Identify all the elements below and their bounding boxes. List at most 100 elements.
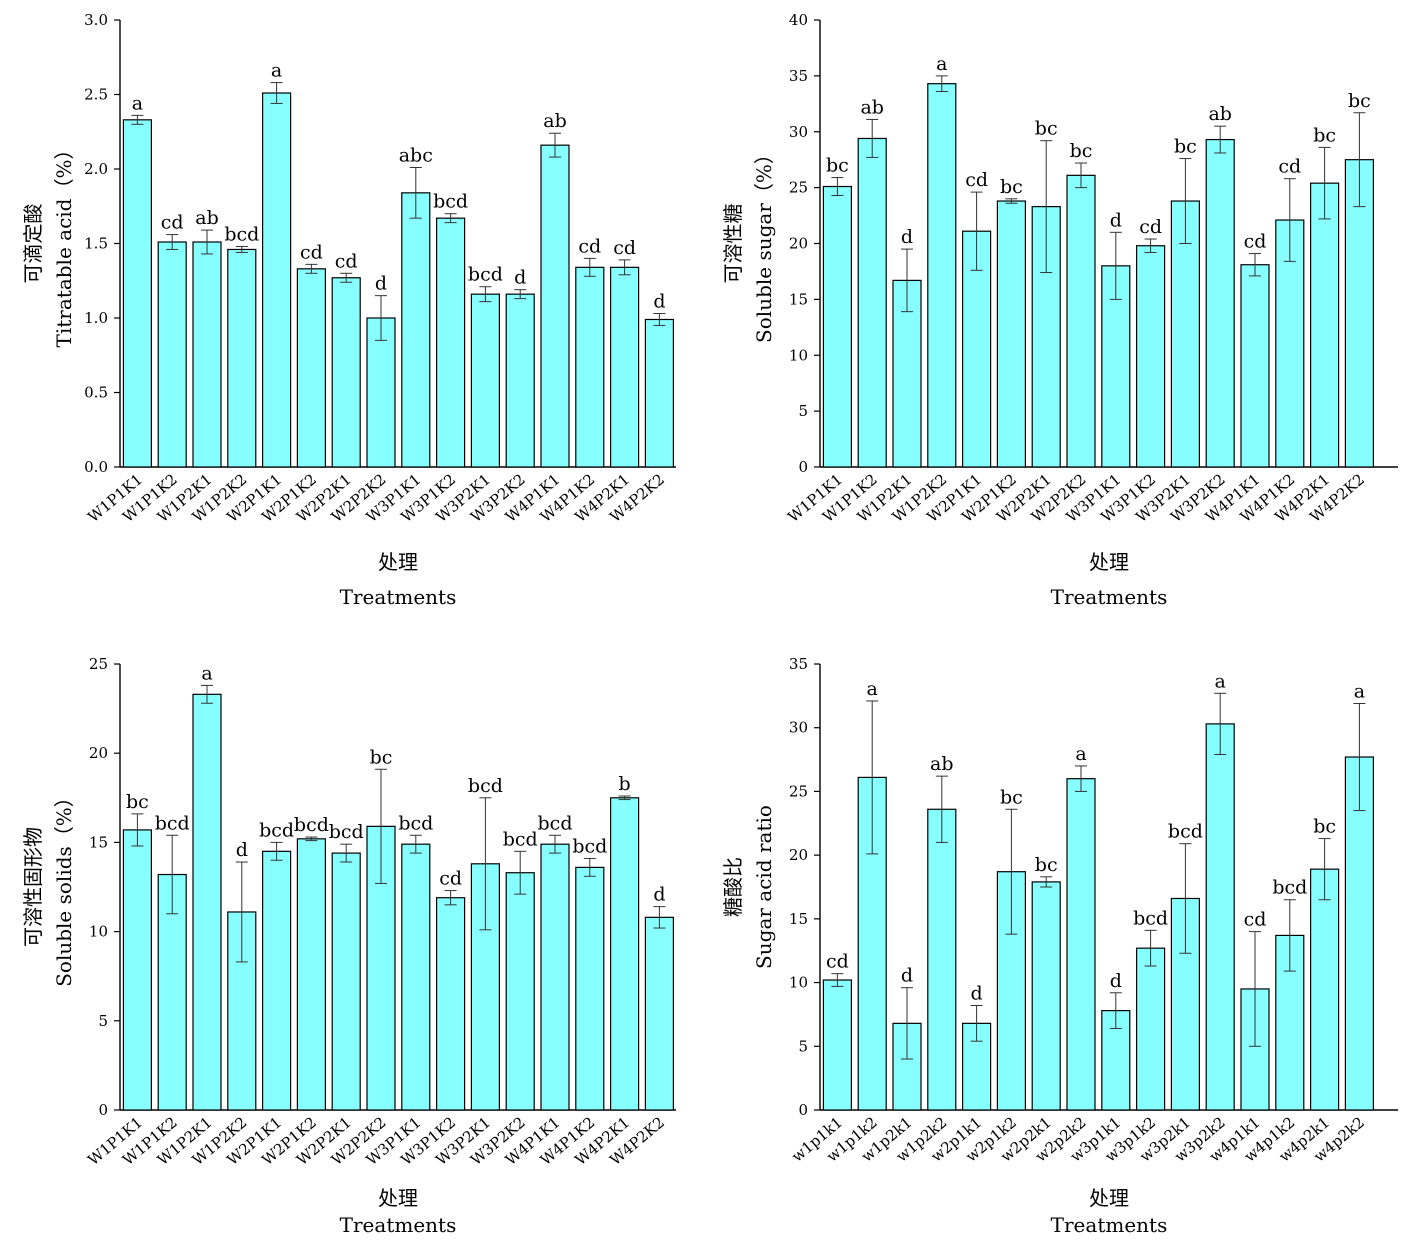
error-bar <box>1109 992 1122 1029</box>
y-axis-title-cn: 可溶性固形物 <box>21 827 45 947</box>
bar <box>1309 182 1340 468</box>
significance-letter: cd <box>578 235 601 257</box>
significance-letter: a <box>1354 681 1365 703</box>
y-axis-title-en: Sugar acid ratio <box>752 805 776 969</box>
error-bar <box>340 272 353 283</box>
bar <box>470 863 500 1111</box>
y-tick-label: 0.5 <box>84 384 108 402</box>
bar <box>1135 947 1166 1111</box>
error-bar <box>340 843 353 863</box>
x-axis-title-cn: 处理 <box>1089 1186 1129 1210</box>
error-bar <box>305 836 318 842</box>
significance-letter: a <box>867 678 878 700</box>
error-bar <box>444 213 457 224</box>
significance-letter: cd <box>1278 156 1301 178</box>
error-bar <box>831 177 844 196</box>
y-axis-title-en: Soluble sugar（%） <box>752 144 776 343</box>
error-bar <box>1283 178 1296 262</box>
bar <box>401 843 431 1111</box>
significance-letter: d <box>236 839 248 861</box>
y-tick-label: 35 <box>789 67 808 85</box>
error-bar <box>444 890 457 906</box>
significance-letter: bcd <box>433 191 468 213</box>
error-bar <box>653 906 666 929</box>
significance-letter: ab <box>543 110 567 132</box>
error-bar <box>166 834 179 915</box>
significance-letter: bcd <box>294 814 329 836</box>
significance-letter: d <box>1110 209 1122 231</box>
significance-letter: bcd <box>572 835 607 857</box>
error-bar <box>1318 838 1331 901</box>
y-tick-label: 15 <box>89 833 108 851</box>
bar <box>122 829 153 1111</box>
bar <box>436 217 466 468</box>
error-bar <box>409 834 422 854</box>
x-axis-title-cn: 处理 <box>1089 550 1129 574</box>
significance-letter: d <box>901 226 913 248</box>
error-bar <box>1249 931 1261 1047</box>
bar <box>331 852 361 1111</box>
chart-titratable-acid: 0.00.51.01.52.02.53.0aW1P1K1cdW1P1K2abW1… <box>21 11 676 609</box>
significance-letter: a <box>201 662 212 684</box>
significance-letter: bcd <box>468 264 503 286</box>
error-bar <box>479 286 492 303</box>
y-tick-label: 1.5 <box>84 235 108 253</box>
bar <box>401 192 431 468</box>
bar <box>644 318 675 468</box>
chart-soluble-solids: 0510152025bcW1P1K1bcdW1P1K2aW1P2K1dW1P2K… <box>21 655 676 1237</box>
error-bar <box>1179 843 1192 954</box>
bar <box>227 248 257 468</box>
error-bar <box>970 191 983 271</box>
y-tick-label: 40 <box>789 11 808 29</box>
bar <box>822 979 853 1111</box>
y-tick-label: 2.0 <box>84 160 108 178</box>
bar <box>540 144 570 468</box>
significance-letter: bc <box>1313 124 1336 146</box>
y-tick-label: 20 <box>89 744 108 762</box>
y-tick-label: 10 <box>89 923 108 941</box>
significance-letter: bcd <box>398 812 433 834</box>
significance-letter: a <box>936 53 947 75</box>
y-tick-label: 5 <box>798 402 808 420</box>
y-tick-label: 15 <box>789 290 808 308</box>
error-bar <box>270 82 283 104</box>
y-tick-label: 20 <box>789 235 808 253</box>
error-bar <box>1318 146 1331 220</box>
bar <box>644 916 675 1111</box>
significance-letter: cd <box>439 868 462 890</box>
y-axis-title-cn: 可溶性糖 <box>721 204 745 284</box>
bar <box>540 843 570 1111</box>
error-bar <box>1005 198 1018 204</box>
significance-letter: bcd <box>1168 821 1203 843</box>
error-bar <box>375 295 387 341</box>
bar <box>1309 868 1340 1111</box>
error-bar <box>1214 125 1227 154</box>
significance-letter: d <box>901 965 913 987</box>
error-bar <box>514 850 527 895</box>
significance-letter: bc <box>1174 136 1197 158</box>
error-bar <box>235 861 248 963</box>
significance-letter: bcd <box>1272 877 1307 899</box>
bar <box>822 185 853 468</box>
significance-letter: cd <box>161 212 184 234</box>
significance-letter: cd <box>1244 231 1267 253</box>
bar <box>1170 200 1201 468</box>
significance-letter: bc <box>126 791 149 813</box>
significance-letter: bcd <box>224 223 259 245</box>
significance-letter: cd <box>300 241 323 263</box>
significance-letter: bc <box>1070 140 1093 162</box>
significance-letter: bc <box>1035 118 1058 140</box>
error-bar <box>831 973 844 987</box>
significance-letter: bc <box>1000 176 1023 198</box>
bar <box>505 293 535 468</box>
error-bar <box>479 797 492 931</box>
error-bar <box>618 795 631 801</box>
error-bar <box>1005 808 1018 935</box>
bar <box>1066 174 1096 468</box>
bar <box>927 808 957 1111</box>
error-bar <box>549 132 561 158</box>
significance-letter: d <box>514 267 526 289</box>
error-bar <box>901 987 913 1060</box>
bar <box>366 317 396 468</box>
